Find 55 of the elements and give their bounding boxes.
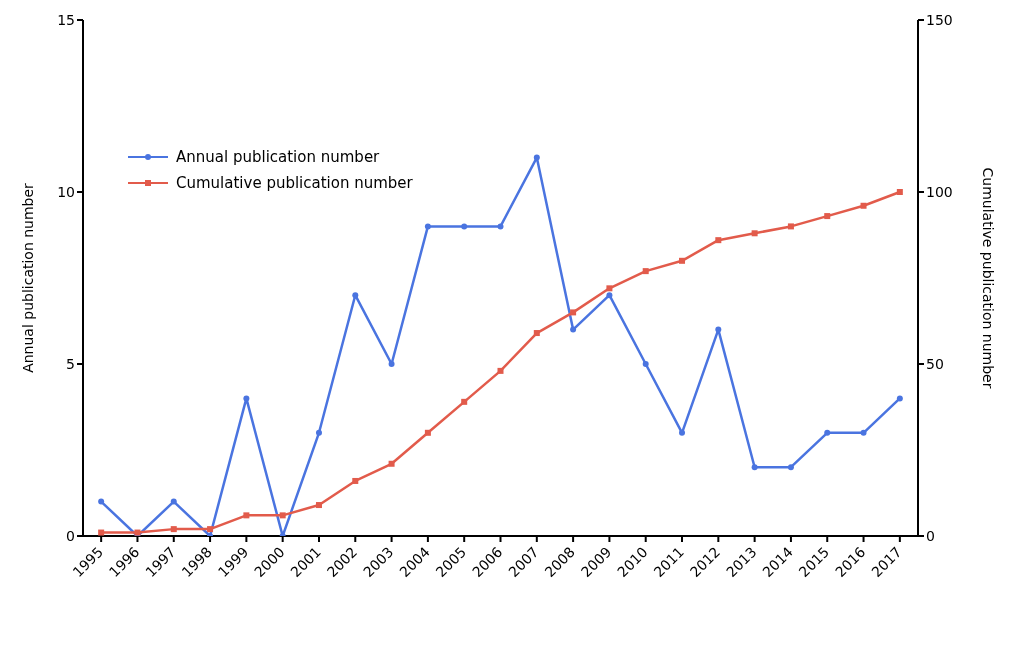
y2-axis-title: Cumulative publication number: [980, 167, 997, 389]
y-tick-label: 0: [66, 527, 75, 544]
point: [533, 154, 540, 161]
point: [787, 464, 794, 471]
point: [170, 498, 177, 505]
point: [787, 223, 794, 230]
point: [824, 213, 831, 220]
y-tick-label: 10: [57, 183, 75, 200]
point: [751, 230, 758, 237]
legend-label: Annual publication number: [176, 148, 380, 166]
point: [424, 223, 431, 230]
point: [315, 429, 322, 436]
y-tick-label: 5: [66, 355, 75, 372]
legend-label: Cumulative publication number: [176, 174, 413, 192]
point: [461, 223, 468, 230]
point: [824, 429, 831, 436]
point: [207, 526, 214, 533]
point: [279, 512, 286, 519]
point: [751, 464, 758, 471]
y2-tick-label: 50: [926, 355, 944, 372]
point: [642, 268, 649, 275]
point: [860, 202, 867, 209]
point: [98, 529, 105, 536]
point: [570, 309, 577, 316]
point: [860, 429, 867, 436]
point: [896, 395, 903, 402]
point: [352, 477, 359, 484]
point: [352, 292, 359, 299]
point: [715, 237, 722, 244]
y2-tick-label: 150: [926, 11, 953, 28]
point: [243, 512, 250, 519]
point: [388, 361, 395, 367]
point: [533, 330, 540, 337]
y-axis-title: Annual publication number: [19, 182, 36, 373]
point: [388, 460, 395, 467]
point: [424, 429, 431, 436]
point: [606, 285, 613, 292]
y-tick-label: 15: [57, 11, 75, 28]
point: [170, 526, 177, 533]
point: [461, 398, 468, 405]
point: [570, 326, 577, 333]
point: [606, 292, 613, 299]
point: [134, 529, 141, 536]
point: [497, 223, 504, 230]
y2-tick-label: 0: [926, 527, 935, 544]
point: [679, 257, 686, 264]
point: [243, 395, 250, 402]
point: [679, 429, 686, 436]
y2-tick-label: 100: [926, 183, 953, 200]
point: [315, 502, 322, 509]
point: [98, 498, 105, 505]
point: [642, 361, 649, 367]
point: [715, 326, 722, 333]
point: [497, 367, 504, 374]
point: [896, 189, 903, 195]
